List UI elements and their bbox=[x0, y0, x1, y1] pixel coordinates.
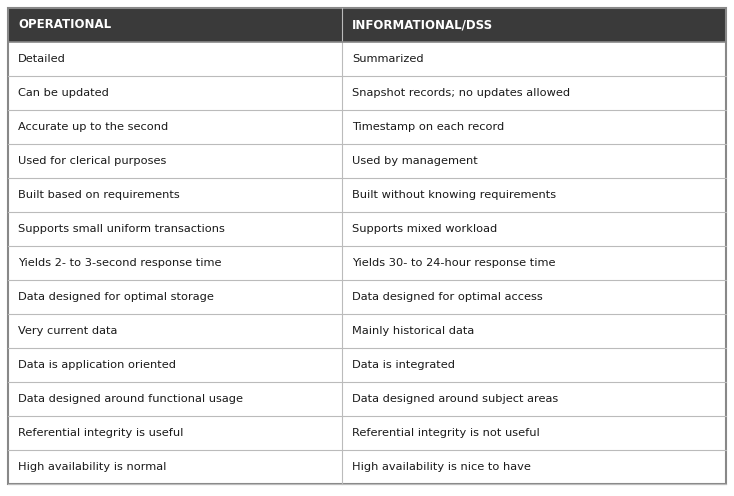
Bar bbox=[8, 144, 726, 178]
Bar bbox=[8, 416, 726, 450]
Text: Supports small uniform transactions: Supports small uniform transactions bbox=[18, 224, 225, 234]
Text: Referential integrity is useful: Referential integrity is useful bbox=[18, 428, 184, 438]
Text: Referential integrity is not useful: Referential integrity is not useful bbox=[352, 428, 539, 438]
Text: Data designed around functional usage: Data designed around functional usage bbox=[18, 394, 243, 404]
Text: Used for clerical purposes: Used for clerical purposes bbox=[18, 156, 167, 166]
Bar bbox=[8, 8, 726, 42]
Text: Can be updated: Can be updated bbox=[18, 88, 109, 98]
Bar bbox=[8, 348, 726, 382]
Text: Built without knowing requirements: Built without knowing requirements bbox=[352, 190, 556, 200]
Bar bbox=[8, 110, 726, 144]
Text: High availability is nice to have: High availability is nice to have bbox=[352, 462, 531, 472]
Text: INFORMATIONAL/DSS: INFORMATIONAL/DSS bbox=[352, 18, 493, 32]
Text: Data designed for optimal storage: Data designed for optimal storage bbox=[18, 292, 214, 302]
Bar bbox=[8, 178, 726, 212]
Bar bbox=[8, 280, 726, 314]
Text: Timestamp on each record: Timestamp on each record bbox=[352, 122, 504, 132]
Bar bbox=[8, 42, 726, 76]
Bar bbox=[8, 246, 726, 280]
Text: Used by management: Used by management bbox=[352, 156, 478, 166]
Text: Yields 30- to 24-hour response time: Yields 30- to 24-hour response time bbox=[352, 258, 556, 268]
Text: Detailed: Detailed bbox=[18, 54, 66, 64]
Text: OPERATIONAL: OPERATIONAL bbox=[18, 18, 111, 32]
Text: Supports mixed workload: Supports mixed workload bbox=[352, 224, 497, 234]
Bar bbox=[8, 450, 726, 484]
Text: Accurate up to the second: Accurate up to the second bbox=[18, 122, 168, 132]
Text: Built based on requirements: Built based on requirements bbox=[18, 190, 180, 200]
Text: Summarized: Summarized bbox=[352, 54, 424, 64]
Text: Snapshot records; no updates allowed: Snapshot records; no updates allowed bbox=[352, 88, 570, 98]
Text: Very current data: Very current data bbox=[18, 326, 117, 336]
Bar bbox=[8, 212, 726, 246]
Text: Data is application oriented: Data is application oriented bbox=[18, 360, 176, 370]
Bar bbox=[8, 76, 726, 110]
Text: Yields 2- to 3-second response time: Yields 2- to 3-second response time bbox=[18, 258, 222, 268]
Bar bbox=[8, 314, 726, 348]
Bar bbox=[8, 382, 726, 416]
Text: Data designed around subject areas: Data designed around subject areas bbox=[352, 394, 558, 404]
Text: High availability is normal: High availability is normal bbox=[18, 462, 167, 472]
Text: Data designed for optimal access: Data designed for optimal access bbox=[352, 292, 542, 302]
Text: Data is integrated: Data is integrated bbox=[352, 360, 455, 370]
Text: Mainly historical data: Mainly historical data bbox=[352, 326, 474, 336]
